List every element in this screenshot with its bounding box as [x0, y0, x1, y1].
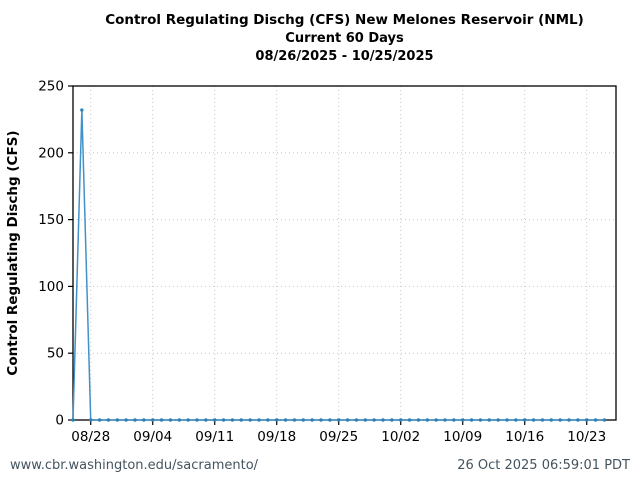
data-point: [328, 418, 332, 422]
y-tick-label: 100: [38, 279, 64, 295]
data-point: [186, 418, 190, 422]
data-point: [89, 418, 93, 422]
data-point: [345, 418, 350, 422]
data-point: [540, 418, 545, 422]
data-point: [354, 418, 359, 422]
axes: [72, 85, 617, 421]
data-point: [80, 108, 84, 112]
ticks: 0 50 100 150 200 250 08/28 09/04 09/11 09/18 09/25…: [38, 79, 606, 446]
data-point: [266, 418, 270, 422]
footer: www.cbr.washington.edu/sacramento/ 26 Oc…: [0, 458, 640, 473]
footer-url: www.cbr.washington.edu/sacramento/: [10, 458, 259, 473]
x-tick-label: 10/16: [505, 429, 544, 445]
x-tick-label: 09/18: [257, 429, 296, 445]
data-point: [221, 418, 226, 422]
data-point: [142, 418, 146, 422]
data-point: [151, 418, 155, 422]
y-tick-label: 250: [38, 79, 64, 95]
data-point: [461, 418, 465, 422]
x-tick-label: 10/23: [567, 429, 606, 445]
data-point: [283, 418, 288, 422]
data-point: [452, 418, 456, 422]
data-point: [159, 418, 164, 422]
data-point: [390, 418, 394, 422]
data-point: [239, 418, 243, 422]
gridlines: [73, 85, 616, 420]
chart-date-range: 08/26/2025 - 10/25/2025: [255, 49, 434, 64]
chart-title: Control Regulating Dischg (CFS) New Melo…: [105, 12, 584, 28]
data-point: [168, 418, 173, 422]
data-point: [372, 418, 376, 422]
data-point: [425, 418, 429, 422]
data-point: [531, 418, 536, 422]
data-point: [310, 418, 314, 422]
y-tick-label: 150: [38, 212, 64, 228]
data-point: [177, 418, 181, 422]
data-point: [407, 418, 412, 422]
data-point: [593, 418, 598, 422]
data-point: [204, 418, 208, 422]
data-point: [523, 418, 527, 422]
data-point: [213, 418, 217, 422]
data-point: [124, 418, 128, 422]
data-point: [416, 418, 421, 422]
data-point: [602, 418, 607, 422]
data-point: [363, 418, 367, 422]
data-point: [319, 418, 323, 422]
data-point: [115, 418, 119, 422]
data-point: [106, 418, 111, 422]
series-line: [72, 110, 605, 421]
data-point: [257, 418, 261, 422]
data-point: [558, 418, 562, 422]
chart-title-block: Control Regulating Dischg (CFS) New Melo…: [73, 11, 616, 67]
axes-box: [72, 85, 617, 421]
x-tick-label: 09/25: [319, 429, 358, 445]
y-tick-label: 50: [47, 346, 64, 362]
data-point: [505, 418, 509, 422]
data-point: [71, 418, 75, 422]
data-point: [292, 418, 297, 422]
data-point: [301, 418, 305, 422]
data-point: [496, 418, 500, 422]
data-point: [97, 418, 102, 422]
data-point: [133, 418, 137, 422]
footer-timestamp: 26 Oct 2025 06:59:01 PDT: [457, 458, 630, 473]
data-point: [248, 418, 252, 422]
data-point: [549, 418, 553, 422]
data-point: [443, 418, 447, 422]
x-tick-label: 10/09: [443, 429, 482, 445]
data-point: [337, 418, 341, 422]
data-point: [478, 418, 483, 422]
data-point: [487, 418, 491, 422]
y-tick-label: 0: [55, 413, 64, 429]
data-point: [469, 418, 474, 422]
x-tick-label: 08/28: [71, 429, 110, 445]
y-tick-label: 200: [38, 145, 64, 161]
data-point: [567, 418, 571, 422]
data-point: [514, 418, 518, 422]
series-control-regulating-dischg: [71, 108, 607, 422]
data-point: [399, 418, 403, 422]
x-tick-label: 10/02: [381, 429, 420, 445]
chart-subtitle: Current 60 Days: [285, 30, 404, 46]
x-tick-label: 09/04: [133, 429, 172, 445]
data-point: [434, 418, 438, 422]
data-point: [195, 418, 199, 422]
data-point: [576, 418, 580, 422]
data-point: [230, 418, 235, 422]
y-axis-label-group: Control Regulating Dischg (CFS): [5, 130, 21, 375]
data-point: [275, 418, 279, 422]
x-tick-label: 09/11: [195, 429, 234, 445]
data-point: [381, 418, 385, 422]
data-point: [585, 418, 589, 422]
y-axis-label: Control Regulating Dischg (CFS): [5, 130, 21, 375]
